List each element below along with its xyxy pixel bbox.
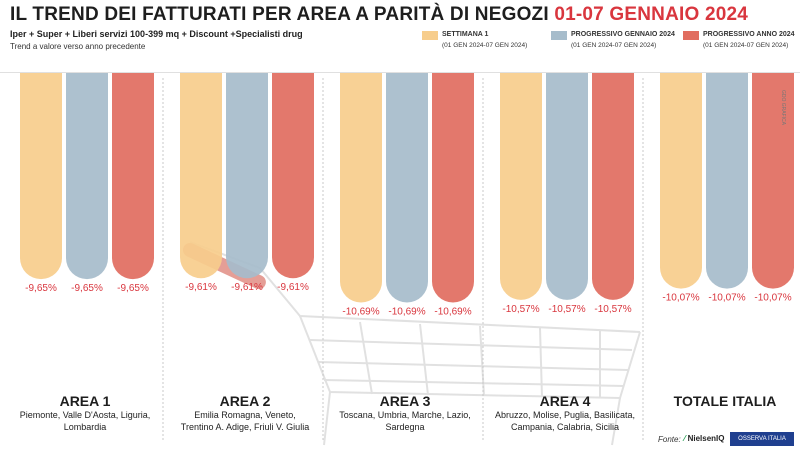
area-regions: Campania, Calabria, Sicilia: [511, 422, 619, 432]
bar-area-2-2: [226, 62, 268, 279]
nielseniq-logo: ⁄ NielsenIQ: [684, 434, 725, 443]
area-title: TOTALE ITALIA: [674, 393, 777, 409]
value-label: -10,69%: [434, 307, 471, 318]
bar-totale-italia-3: [752, 62, 794, 289]
value-label: -9,61%: [185, 282, 217, 293]
chart-title: IL TREND DEI FATTURATI PER AREA A PARITÀ…: [10, 4, 749, 25]
value-labels-layer: -9,65% -9,65% -9,65% -9,61% -9,61% -9,61% -10,…: [25, 282, 792, 317]
value-label: -10,69%: [388, 307, 425, 318]
bar-totale-italia-1: [660, 62, 702, 289]
bar-area-4-1: [500, 62, 542, 300]
bar-area-4-2: [546, 62, 588, 300]
bar-totale-italia-2: [706, 62, 748, 289]
value-label: -10,57%: [502, 304, 539, 315]
value-label: -9,65%: [117, 283, 149, 294]
area-title: AREA 3: [380, 393, 431, 409]
value-label: -10,57%: [594, 304, 631, 315]
legend-swatch: [551, 31, 567, 40]
chart-subtitle: Iper + Super + Liberi servizi 100-399 mq…: [10, 29, 303, 39]
bars-layer: [20, 62, 794, 303]
bar-area-3-1: [340, 62, 382, 303]
area-regions: Lombardia: [64, 422, 107, 432]
bar-area-4-3: [592, 62, 634, 300]
value-label: -10,69%: [342, 307, 379, 318]
bar-area-2-3: [272, 62, 314, 279]
area-regions: Emilia Romagna, Veneto,: [194, 410, 296, 420]
shopping-cart-illustration: [189, 241, 641, 446]
area-regions: Abruzzo, Molise, Puglia, Basilicata,: [495, 410, 635, 420]
legend-swatch: [683, 31, 699, 40]
value-label: -10,07%: [708, 293, 745, 304]
value-label: -9,61%: [277, 282, 309, 293]
area-regions: Piemonte, Valle D'Aosta, Liguria,: [20, 410, 151, 420]
source-label: Fonte:: [658, 435, 681, 444]
area-regions: Sardegna: [385, 422, 424, 432]
value-label: -9,61%: [231, 282, 263, 293]
value-label: -10,57%: [548, 304, 585, 315]
area-regions: Toscana, Umbria, Marche, Lazio,: [339, 410, 471, 420]
bar-area-1-1: [20, 62, 62, 280]
value-label: -10,07%: [662, 293, 699, 304]
area-title: AREA 4: [540, 393, 591, 409]
area-dividers: [162, 78, 644, 440]
value-label: -9,65%: [71, 283, 103, 294]
legend-swatch: [422, 31, 438, 40]
bar-area-3-2: [386, 62, 428, 303]
chart-header: IL TREND DEI FATTURATI PER AREA A PARITÀ…: [0, 0, 800, 73]
area-title: AREA 1: [60, 393, 111, 409]
graphic-credit: GDO GRAFICA: [780, 90, 786, 126]
bar-area-2-1: [180, 62, 222, 279]
osserva-italia-logo: OSSERVA ITALIA: [730, 432, 794, 446]
value-label: -10,07%: [754, 293, 791, 304]
bar-area-3-3: [432, 62, 474, 303]
bar-area-1-3: [112, 62, 154, 280]
value-label: -9,65%: [25, 283, 57, 294]
area-title: AREA 2: [220, 393, 271, 409]
area-regions: Trentino A. Adige, Friuli V. Giulia: [181, 422, 309, 432]
bar-area-1-2: [66, 62, 108, 280]
chart-note: Trend a valore verso anno precedente: [10, 42, 146, 51]
